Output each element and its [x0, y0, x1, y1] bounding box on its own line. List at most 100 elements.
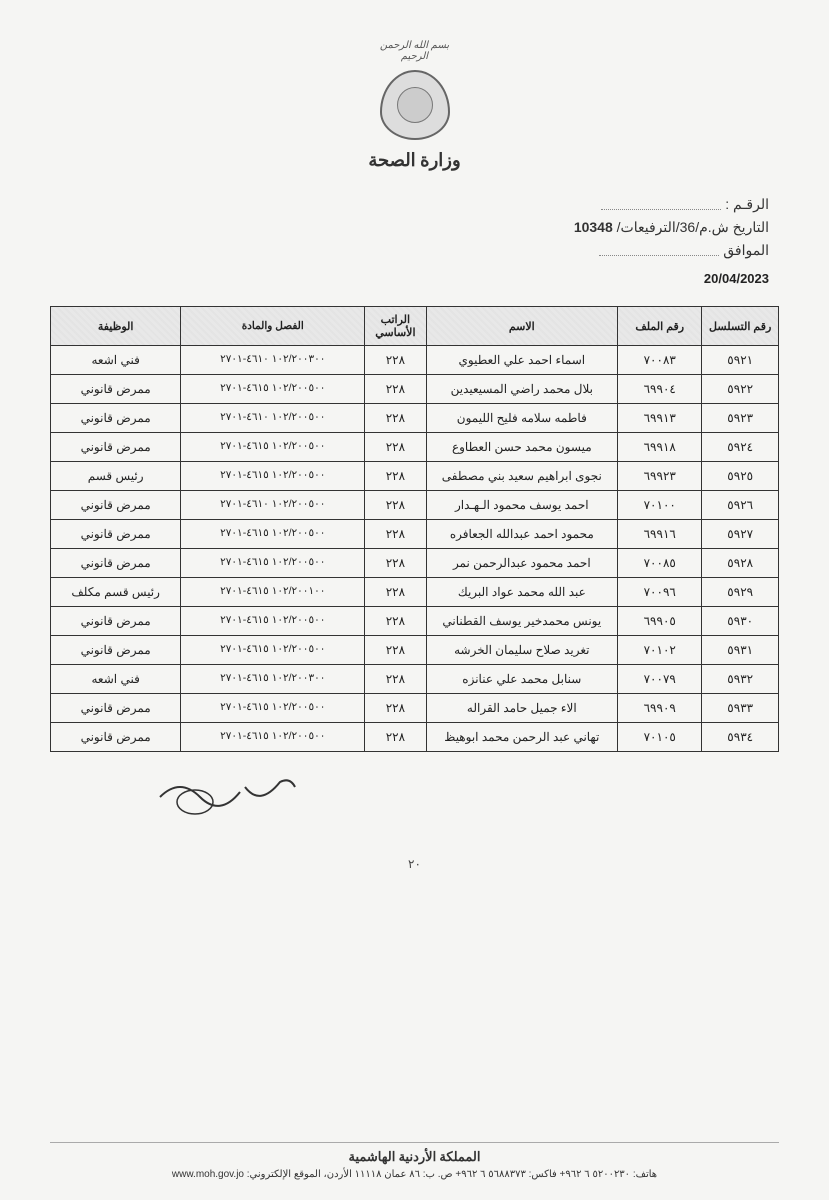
date-label: التاريخ ش.م/36/الترفيعات/: [617, 219, 769, 236]
cell-job: ممرض قانوني: [51, 694, 181, 723]
cell-name: احمد محمود عبدالرحمن نمر: [426, 549, 618, 578]
cell-file: ٧٠٠٧٩: [618, 665, 702, 694]
promotions-table: رقم التسلسل رقم الملف الاسم الراتب الأسا…: [50, 306, 779, 752]
cell-code: ١٠٢/٢٠٠٥٠٠ ٤٦١٥-٢٧٠١: [181, 433, 365, 462]
table-row: ٥٩٢٥٦٩٩٢٣نجوى ابراهيم سعيد بني مصطفى٢٢٨١…: [51, 462, 779, 491]
cell-code: ١٠٢/٢٠٠٥٠٠ ٤٦١٥-٢٧٠١: [181, 462, 365, 491]
cell-file: ٦٩٩٠٤: [618, 375, 702, 404]
th-name: الاسم: [426, 307, 618, 346]
th-code: الفصل والمادة: [181, 307, 365, 346]
crest-icon: بسم الله الرحمن الرحيم: [370, 40, 460, 140]
cell-serial: ٥٩٢٨: [702, 549, 779, 578]
table-row: ٥٩٣٠٦٩٩٠٥يونس محمدخير يوسف القطناني٢٢٨١٠…: [51, 607, 779, 636]
cell-salary: ٢٢٨: [365, 549, 426, 578]
table-row: ٥٩٣٤٧٠١٠٥تهاني عبد الرحمن محمد ابوهيظ٢٢٨…: [51, 723, 779, 752]
cell-code: ١٠٢/٢٠٠٣٠٠ ٤٦١٠-٢٧٠١: [181, 346, 365, 375]
table-row: ٥٩٢٢٦٩٩٠٤بلال محمد راضي المسيعيدين٢٢٨١٠٢…: [51, 375, 779, 404]
date-value: 10348: [574, 219, 613, 235]
cell-job: ممرض قانوني: [51, 636, 181, 665]
th-serial: رقم التسلسل: [702, 307, 779, 346]
cell-code: ١٠٢/٢٠٠٥٠٠ ٤٦١٥-٢٧٠١: [181, 549, 365, 578]
cell-code: ١٠٢/٢٠٠٥٠٠ ٤٦١٠-٢٧٠١: [181, 404, 365, 433]
cell-serial: ٥٩٣٤: [702, 723, 779, 752]
cell-name: عبد الله محمد عواد البريك: [426, 578, 618, 607]
cell-salary: ٢٢٨: [365, 665, 426, 694]
cell-salary: ٢٢٨: [365, 607, 426, 636]
cell-job: فني اشعه: [51, 346, 181, 375]
table-row: ٥٩٢٩٧٠٠٩٦عبد الله محمد عواد البريك٢٢٨١٠٢…: [51, 578, 779, 607]
mowafeq-label: الموافق: [723, 242, 769, 259]
footer-country: المملكة الأردنية الهاشمية: [50, 1142, 779, 1165]
crest-top-text: بسم الله الرحمن الرحيم: [370, 40, 460, 62]
cell-code: ١٠٢/٢٠٠١٠٠ ٤٦١٥-٢٧٠١: [181, 578, 365, 607]
page-number: ٢٠: [50, 857, 779, 871]
cell-job: ممرض قانوني: [51, 375, 181, 404]
cell-file: ٧٠٠٩٦: [618, 578, 702, 607]
cell-name: نجوى ابراهيم سعيد بني مصطفى: [426, 462, 618, 491]
cell-salary: ٢٢٨: [365, 723, 426, 752]
cell-name: محمود احمد عبدالله الجعافره: [426, 520, 618, 549]
cell-name: يونس محمدخير يوسف القطناني: [426, 607, 618, 636]
th-job: الوظيفة: [51, 307, 181, 346]
cell-serial: ٥٩٣٢: [702, 665, 779, 694]
cell-name: الاء جميل حامد القراله: [426, 694, 618, 723]
table-row: ٥٩٢٦٧٠١٠٠احمد يوسف محمود الـهـدار٢٢٨١٠٢/…: [51, 491, 779, 520]
cell-serial: ٥٩٣٣: [702, 694, 779, 723]
table-row: ٥٩٢٨٧٠٠٨٥احمد محمود عبدالرحمن نمر٢٢٨١٠٢/…: [51, 549, 779, 578]
cell-name: سنابل محمد علي عنانزه: [426, 665, 618, 694]
cell-job: فني اشعه: [51, 665, 181, 694]
table-row: ٥٩٣٣٦٩٩٠٩الاء جميل حامد القراله٢٢٨١٠٢/٢٠…: [51, 694, 779, 723]
th-file: رقم الملف: [618, 307, 702, 346]
cell-serial: ٥٩٢٦: [702, 491, 779, 520]
cell-salary: ٢٢٨: [365, 462, 426, 491]
cell-serial: ٥٩٢٤: [702, 433, 779, 462]
cell-code: ١٠٢/٢٠٠٥٠٠ ٤٦١٥-٢٧٠١: [181, 723, 365, 752]
cell-file: ٧٠٠٨٥: [618, 549, 702, 578]
cell-job: ممرض قانوني: [51, 491, 181, 520]
cell-file: ٧٠١٠٠: [618, 491, 702, 520]
page-footer: المملكة الأردنية الهاشمية هاتف: ٥٢٠٠٢٣٠ …: [50, 1142, 779, 1180]
cell-file: ٧٠١٠٥: [618, 723, 702, 752]
cell-salary: ٢٢٨: [365, 433, 426, 462]
table-row: ٥٩٢٤٦٩٩١٨ميسون محمد حسن العطاوع٢٢٨١٠٢/٢٠…: [51, 433, 779, 462]
table-row: ٥٩٣١٧٠١٠٢تغريد صلاح سليمان الخرشه٢٢٨١٠٢/…: [51, 636, 779, 665]
cell-name: بلال محمد راضي المسيعيدين: [426, 375, 618, 404]
cell-salary: ٢٢٨: [365, 636, 426, 665]
cell-code: ١٠٢/٢٠٠٥٠٠ ٤٦١٠-٢٧٠١: [181, 491, 365, 520]
footer-contact: هاتف: ٥٢٠٠٢٣٠ ٦ ٩٦٢+ فاكس: ٥٦٨٨٣٧٣ ٦ ٩٦٢…: [50, 1169, 779, 1180]
cell-serial: ٥٩٢٧: [702, 520, 779, 549]
table-row: ٥٩٣٢٧٠٠٧٩سنابل محمد علي عنانزه٢٢٨١٠٢/٢٠٠…: [51, 665, 779, 694]
cell-code: ١٠٢/٢٠٠٥٠٠ ٤٦١٥-٢٧٠١: [181, 520, 365, 549]
cell-code: ١٠٢/٢٠٠٥٠٠ ٤٦١٥-٢٧٠١: [181, 607, 365, 636]
cell-salary: ٢٢٨: [365, 578, 426, 607]
table-row: ٥٩٢١٧٠٠٨٣اسماء احمد علي العطيوي٢٢٨١٠٢/٢٠…: [51, 346, 779, 375]
cell-job: ممرض قانوني: [51, 607, 181, 636]
header-crest-area: بسم الله الرحمن الرحيم وزارة الصحة: [50, 40, 779, 171]
cell-salary: ٢٢٨: [365, 404, 426, 433]
number-label: الرقـم :: [725, 196, 769, 213]
cell-file: ٦٩٩٠٩: [618, 694, 702, 723]
cell-code: ١٠٢/٢٠٠٣٠٠ ٤٦١٥-٢٧٠١: [181, 665, 365, 694]
cell-file: ٦٩٩٢٣: [618, 462, 702, 491]
table-row: ٥٩٢٣٦٩٩١٣فاطمه سلامه فليح الليمون٢٢٨١٠٢/…: [51, 404, 779, 433]
cell-file: ٦٩٩٠٥: [618, 607, 702, 636]
cell-serial: ٥٩٢٣: [702, 404, 779, 433]
table-row: ٥٩٢٧٦٩٩١٦محمود احمد عبدالله الجعافره٢٢٨١…: [51, 520, 779, 549]
cell-job: ممرض قانوني: [51, 404, 181, 433]
cell-job: رئيس قسم مكلف: [51, 578, 181, 607]
th-salary: الراتب الأساسي: [365, 307, 426, 346]
cell-salary: ٢٢٨: [365, 694, 426, 723]
cell-name: ميسون محمد حسن العطاوع: [426, 433, 618, 462]
cell-name: اسماء احمد علي العطيوي: [426, 346, 618, 375]
cell-salary: ٢٢٨: [365, 346, 426, 375]
cell-name: تغريد صلاح سليمان الخرشه: [426, 636, 618, 665]
cell-file: ٦٩٩١٦: [618, 520, 702, 549]
cell-salary: ٢٢٨: [365, 520, 426, 549]
meta-number: الرقـم :: [50, 196, 779, 213]
date-english: 20/04/2023: [50, 271, 779, 286]
signature-icon: [150, 772, 300, 822]
signature-area: [50, 772, 779, 827]
table-header-row: رقم التسلسل رقم الملف الاسم الراتب الأسا…: [51, 307, 779, 346]
cell-job: ممرض قانوني: [51, 520, 181, 549]
cell-file: ٦٩٩١٨: [618, 433, 702, 462]
